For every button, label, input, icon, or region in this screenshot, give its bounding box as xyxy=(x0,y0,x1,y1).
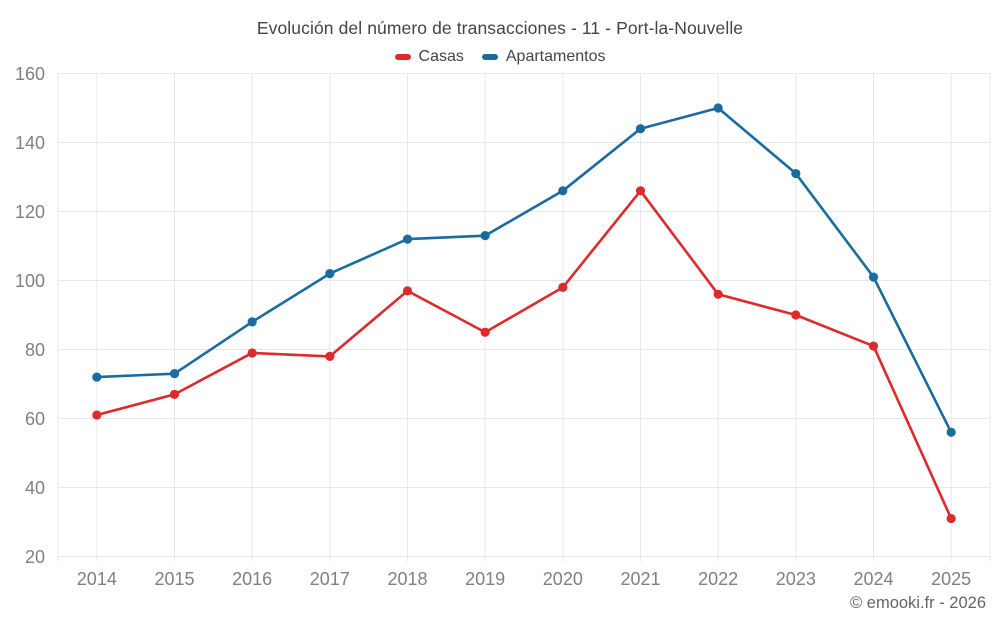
y-axis-tick-label: 40 xyxy=(25,478,45,498)
y-axis-tick-label: 60 xyxy=(25,409,45,429)
data-point-casas-2014[interactable] xyxy=(92,410,102,420)
x-axis-tick-label: 2017 xyxy=(310,569,350,589)
chart-title: Evolución del número de transacciones - … xyxy=(256,18,744,38)
legend-swatch-apartamentos-icon xyxy=(481,54,498,60)
data-point-casas-2025[interactable] xyxy=(946,513,956,524)
series-line-apartamentos xyxy=(95,106,953,434)
series-line-casas xyxy=(95,189,953,520)
y-axis-tick-label: 100 xyxy=(15,271,45,291)
y-axis-tick-label: 120 xyxy=(15,202,45,222)
x-axis-tick-label: 2023 xyxy=(776,569,816,589)
x-axis-tick-label: 2025 xyxy=(931,569,971,589)
data-point-casas-2015[interactable] xyxy=(169,389,180,399)
copyright-credit: © emooki.fr - 2026 xyxy=(850,594,986,612)
x-axis-tick-label: 2024 xyxy=(853,569,893,589)
data-point-apartamentos-2021[interactable] xyxy=(635,124,646,134)
x-axis-tick-label: 2014 xyxy=(77,569,117,589)
data-point-apartamentos-2017[interactable] xyxy=(325,269,335,279)
data-point-casas-2023[interactable] xyxy=(791,310,801,320)
legend-swatch-casas-icon xyxy=(394,54,411,60)
legend-label-apartamentos: Apartamentos xyxy=(505,48,606,65)
data-point-apartamentos-2025[interactable] xyxy=(946,427,956,437)
data-point-apartamentos-2023[interactable] xyxy=(791,168,801,179)
data-point-apartamentos-2024[interactable] xyxy=(868,272,879,282)
y-axis-tick-label: 80 xyxy=(25,340,45,360)
data-point-apartamentos-2020[interactable] xyxy=(558,186,568,196)
y-axis-tick-label: 160 xyxy=(15,64,45,84)
data-point-casas-2024[interactable] xyxy=(868,341,879,351)
data-point-casas-2019[interactable] xyxy=(480,327,490,337)
x-axis-tick-label: 2020 xyxy=(543,569,583,589)
data-point-apartamentos-2022[interactable] xyxy=(713,103,723,113)
x-axis-tick-label: 2019 xyxy=(465,569,505,589)
data-point-casas-2020[interactable] xyxy=(558,282,568,292)
data-point-apartamentos-2015[interactable] xyxy=(169,369,180,379)
data-point-casas-2016[interactable] xyxy=(247,348,257,358)
data-point-casas-2021[interactable] xyxy=(635,186,646,196)
legend-item-casas[interactable]: Casas xyxy=(394,48,464,66)
data-point-casas-2022[interactable] xyxy=(713,289,723,299)
x-axis-tick-label: 2021 xyxy=(620,569,660,589)
x-axis-tick-label: 2022 xyxy=(698,569,738,589)
data-point-apartamentos-2016[interactable] xyxy=(247,317,257,327)
data-point-apartamentos-2018[interactable] xyxy=(402,234,413,244)
legend-item-apartamentos[interactable]: Apartamentos xyxy=(481,48,606,66)
legend-label-casas: Casas xyxy=(418,48,464,65)
data-point-apartamentos-2019[interactable] xyxy=(480,231,490,241)
data-point-casas-2017[interactable] xyxy=(325,351,335,361)
x-axis-tick-label: 2018 xyxy=(387,569,427,589)
x-axis-tick-label: 2016 xyxy=(232,569,272,589)
data-point-casas-2018[interactable] xyxy=(402,286,413,296)
chart-legend: Casas Apartamentos xyxy=(0,48,1000,66)
data-point-apartamentos-2014[interactable] xyxy=(92,372,102,382)
y-axis-tick-label: 20 xyxy=(25,547,45,567)
x-axis-tick-label: 2015 xyxy=(154,569,194,589)
y-axis-tick-label: 140 xyxy=(15,133,45,153)
